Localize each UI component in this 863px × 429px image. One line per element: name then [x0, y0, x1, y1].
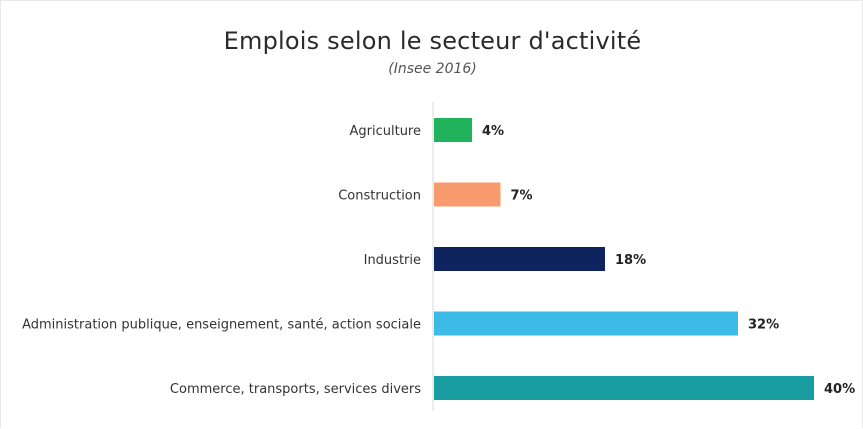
bar-3 — [434, 311, 738, 336]
bar-4 — [434, 376, 814, 400]
bar-2 — [434, 247, 605, 271]
chart-title: Emplois selon le secteur d'activité — [223, 27, 642, 55]
value-label-4: 40% — [824, 382, 855, 397]
value-label-2: 18% — [615, 253, 646, 268]
category-label-1: Construction — [338, 189, 421, 204]
bar-1 — [434, 182, 501, 207]
value-label-0: 4% — [482, 124, 504, 139]
chart-subtitle: (Insee 2016) — [388, 61, 477, 77]
category-label-3: Administration publique, enseignement, s… — [22, 318, 421, 333]
bar-0 — [434, 118, 472, 142]
category-label-4: Commerce, transports, services divers — [170, 382, 421, 397]
category-label-0: Agriculture — [350, 124, 422, 139]
value-label-3: 32% — [748, 318, 779, 333]
bars-group: Agriculture 4% Construction 7% Industrie 18% A… — [22, 118, 855, 400]
category-label-2: Industrie — [364, 253, 421, 268]
value-label-1: 7% — [511, 189, 533, 204]
